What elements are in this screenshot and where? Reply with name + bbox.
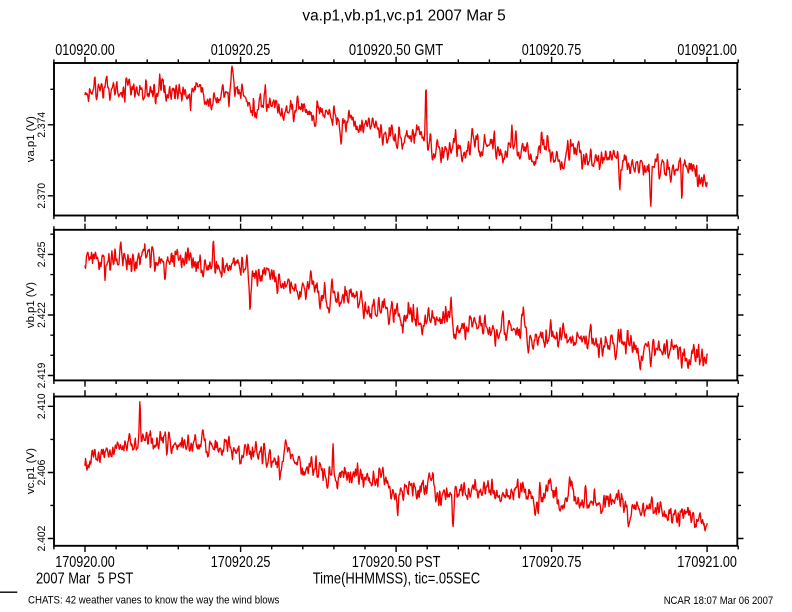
svg-text:170920.50 PST: 170920.50 PST — [352, 554, 441, 571]
svg-text:010920.00: 010920.00 — [55, 42, 115, 59]
svg-text:2.419: 2.419 — [36, 363, 48, 389]
svg-text:2007 Mar 5 PST: 2007 Mar 5 PST — [36, 570, 133, 587]
svg-text:vb.p1 (V): vb.p1 (V) — [25, 282, 37, 328]
svg-text:2.370: 2.370 — [36, 183, 48, 209]
svg-text:vc.p1 (V): vc.p1 (V) — [25, 448, 37, 494]
svg-text:Time(HHMMSS), tic=.05SEC: Time(HHMMSS), tic=.05SEC — [313, 570, 480, 587]
svg-text:170920.75: 170920.75 — [522, 554, 582, 571]
svg-text:010920.50 GMT: 010920.50 GMT — [349, 42, 443, 59]
svg-text:va.p1 (V): va.p1 (V) — [25, 116, 37, 162]
svg-text:170921.00: 170921.00 — [677, 554, 737, 571]
svg-text:2.406: 2.406 — [36, 460, 48, 486]
svg-text:2.374: 2.374 — [36, 112, 48, 138]
svg-text:010920.75: 010920.75 — [522, 42, 582, 59]
svg-text:010920.25: 010920.25 — [211, 42, 271, 59]
svg-text:170920.00: 170920.00 — [55, 554, 115, 571]
svg-text:2.425: 2.425 — [36, 242, 48, 268]
svg-text:va.p1,vb.p1,vc.p1 2007 Mar 5: va.p1,vb.p1,vc.p1 2007 Mar 5 — [302, 8, 505, 25]
svg-text:2.402: 2.402 — [36, 526, 48, 552]
svg-text:NCAR 18:07 Mar 06 2007: NCAR 18:07 Mar 06 2007 — [664, 595, 774, 607]
svg-text:170920.25: 170920.25 — [211, 554, 271, 571]
svg-text:CHATS: 42 weather vanes to kno: CHATS: 42 weather vanes to know the way … — [28, 595, 280, 607]
svg-text:010921.00: 010921.00 — [677, 42, 737, 59]
svg-text:2.410: 2.410 — [36, 393, 48, 419]
svg-text:2.422: 2.422 — [36, 302, 48, 328]
